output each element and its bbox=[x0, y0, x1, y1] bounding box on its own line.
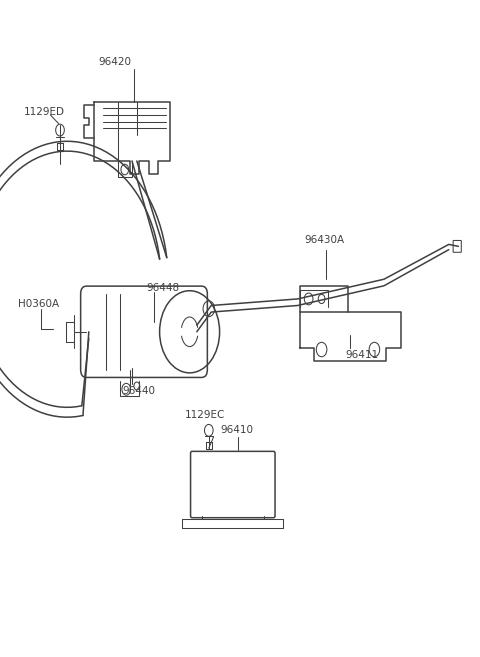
Text: 96448: 96448 bbox=[146, 283, 180, 293]
Text: 96411: 96411 bbox=[346, 350, 379, 360]
Text: 96430A: 96430A bbox=[305, 235, 345, 245]
Text: 1129ED: 1129ED bbox=[24, 106, 65, 117]
Text: 96440: 96440 bbox=[122, 386, 156, 396]
Text: 96410: 96410 bbox=[221, 425, 254, 436]
Text: 96420: 96420 bbox=[98, 57, 132, 68]
Text: H0360A: H0360A bbox=[18, 299, 60, 309]
Text: 1129EC: 1129EC bbox=[185, 410, 225, 420]
